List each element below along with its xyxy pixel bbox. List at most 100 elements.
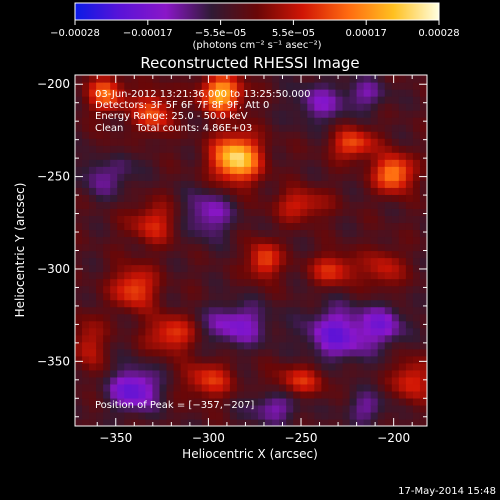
heatmap-cell	[236, 418, 245, 426]
heatmap-cell	[103, 341, 111, 350]
heatmap-cell	[159, 103, 168, 111]
heatmap-cell	[159, 369, 168, 378]
heatmap-cell	[307, 390, 315, 399]
heatmap-cell	[201, 376, 210, 385]
heatmap-cell	[222, 131, 231, 139]
heatmap-cell	[75, 271, 83, 280]
heatmap-cell	[272, 194, 280, 202]
heatmap-cell	[110, 110, 118, 118]
heatmap-cell	[391, 110, 400, 118]
heatmap-cell	[314, 404, 322, 413]
heatmap-cell	[103, 82, 111, 90]
heatmap-cell	[75, 110, 83, 118]
annotation-energy-range: Energy Range: 25.0 - 50.0 keV	[95, 111, 248, 122]
heatmap-cell	[215, 187, 224, 195]
heatmap-cell	[187, 299, 196, 308]
heatmap-cell	[229, 250, 238, 259]
heatmap-cell	[258, 299, 266, 308]
heatmap-cell	[384, 159, 393, 167]
heatmap-cell	[279, 208, 287, 216]
heatmap-cell	[138, 320, 146, 329]
heatmap-cell	[377, 131, 386, 139]
heatmap-cell	[236, 264, 245, 273]
heatmap-cell	[117, 194, 125, 202]
heatmap-cell	[229, 96, 238, 104]
heatmap-cell	[384, 96, 393, 104]
heatmap-cell	[300, 89, 308, 97]
heatmap-cell	[384, 292, 393, 301]
heatmap-cell	[342, 264, 351, 273]
heatmap-cell	[293, 278, 301, 287]
heatmap-cell	[110, 411, 118, 420]
heatmap-cell	[419, 257, 427, 266]
heatmap-cell	[293, 110, 301, 118]
heatmap-cell	[96, 208, 104, 216]
heatmap-cell	[328, 215, 337, 224]
heatmap-cell	[391, 285, 400, 294]
heatmap-cell	[286, 390, 294, 399]
heatmap-cell	[173, 75, 182, 83]
heatmap-cell	[82, 89, 90, 97]
heatmap-cell	[335, 320, 344, 329]
heatmap-cell	[131, 271, 139, 280]
heatmap-cell	[342, 187, 351, 195]
heatmap-cell	[145, 411, 154, 420]
heatmap-cell	[222, 222, 231, 231]
heatmap-cell	[110, 222, 118, 231]
heatmap-cell	[82, 229, 90, 238]
heatmap-cell	[152, 180, 161, 188]
heatmap-cell	[391, 89, 400, 97]
heatmap-cell	[229, 222, 238, 231]
heatmap-cell	[272, 208, 280, 216]
heatmap-cell	[215, 194, 224, 202]
heatmap-cell	[349, 124, 358, 132]
heatmap-cell	[258, 306, 266, 315]
heatmap-cell	[103, 215, 111, 224]
heatmap-cell	[307, 411, 315, 420]
heatmap-cell	[229, 229, 238, 238]
heatmap-cell	[96, 278, 104, 287]
heatmap-cell	[89, 306, 97, 315]
heatmap-cell	[138, 390, 146, 399]
heatmap-cell	[110, 82, 118, 90]
heatmap-cell	[152, 89, 161, 97]
heatmap-cell	[370, 334, 379, 343]
heatmap-cell	[286, 166, 294, 174]
heatmap-cell	[370, 131, 379, 139]
heatmap-cell	[377, 250, 386, 259]
heatmap-cell	[166, 89, 175, 97]
heatmap-cell	[166, 292, 175, 301]
heatmap-cell	[152, 334, 161, 343]
heatmap-cell	[243, 341, 252, 350]
heatmap-cell	[201, 173, 210, 181]
heatmap-cell	[398, 348, 407, 357]
heatmap-cell	[314, 159, 322, 167]
heatmap-cell	[103, 250, 111, 259]
heatmap-cell	[89, 341, 97, 350]
heatmap-cell	[342, 334, 351, 343]
heatmap-cell	[194, 180, 203, 188]
heatmap-cell	[89, 89, 97, 97]
x-tick-label: −350	[99, 431, 132, 445]
y-tick-label: −250	[37, 170, 70, 184]
heatmap-cell	[117, 201, 125, 209]
heatmap-cell	[342, 145, 351, 153]
heatmap-cell	[194, 306, 203, 315]
heatmap-cell	[377, 110, 386, 118]
heatmap-cell	[328, 418, 337, 426]
heatmap-cell	[307, 278, 315, 287]
heatmap-cell	[391, 138, 400, 146]
heatmap-cell	[89, 110, 97, 118]
heatmap-cell	[405, 397, 414, 406]
heatmap-cell	[152, 194, 161, 202]
heatmap-cell	[187, 320, 196, 329]
heatmap-cell	[96, 320, 104, 329]
heatmap-cell	[377, 397, 386, 406]
heatmap-cell	[173, 327, 182, 336]
heatmap-cell	[110, 285, 118, 294]
heatmap-cell	[103, 236, 111, 245]
heatmap-cell	[152, 355, 161, 364]
heatmap-cell	[265, 320, 273, 329]
heatmap-cell	[300, 236, 308, 245]
heatmap-cell	[391, 222, 400, 231]
